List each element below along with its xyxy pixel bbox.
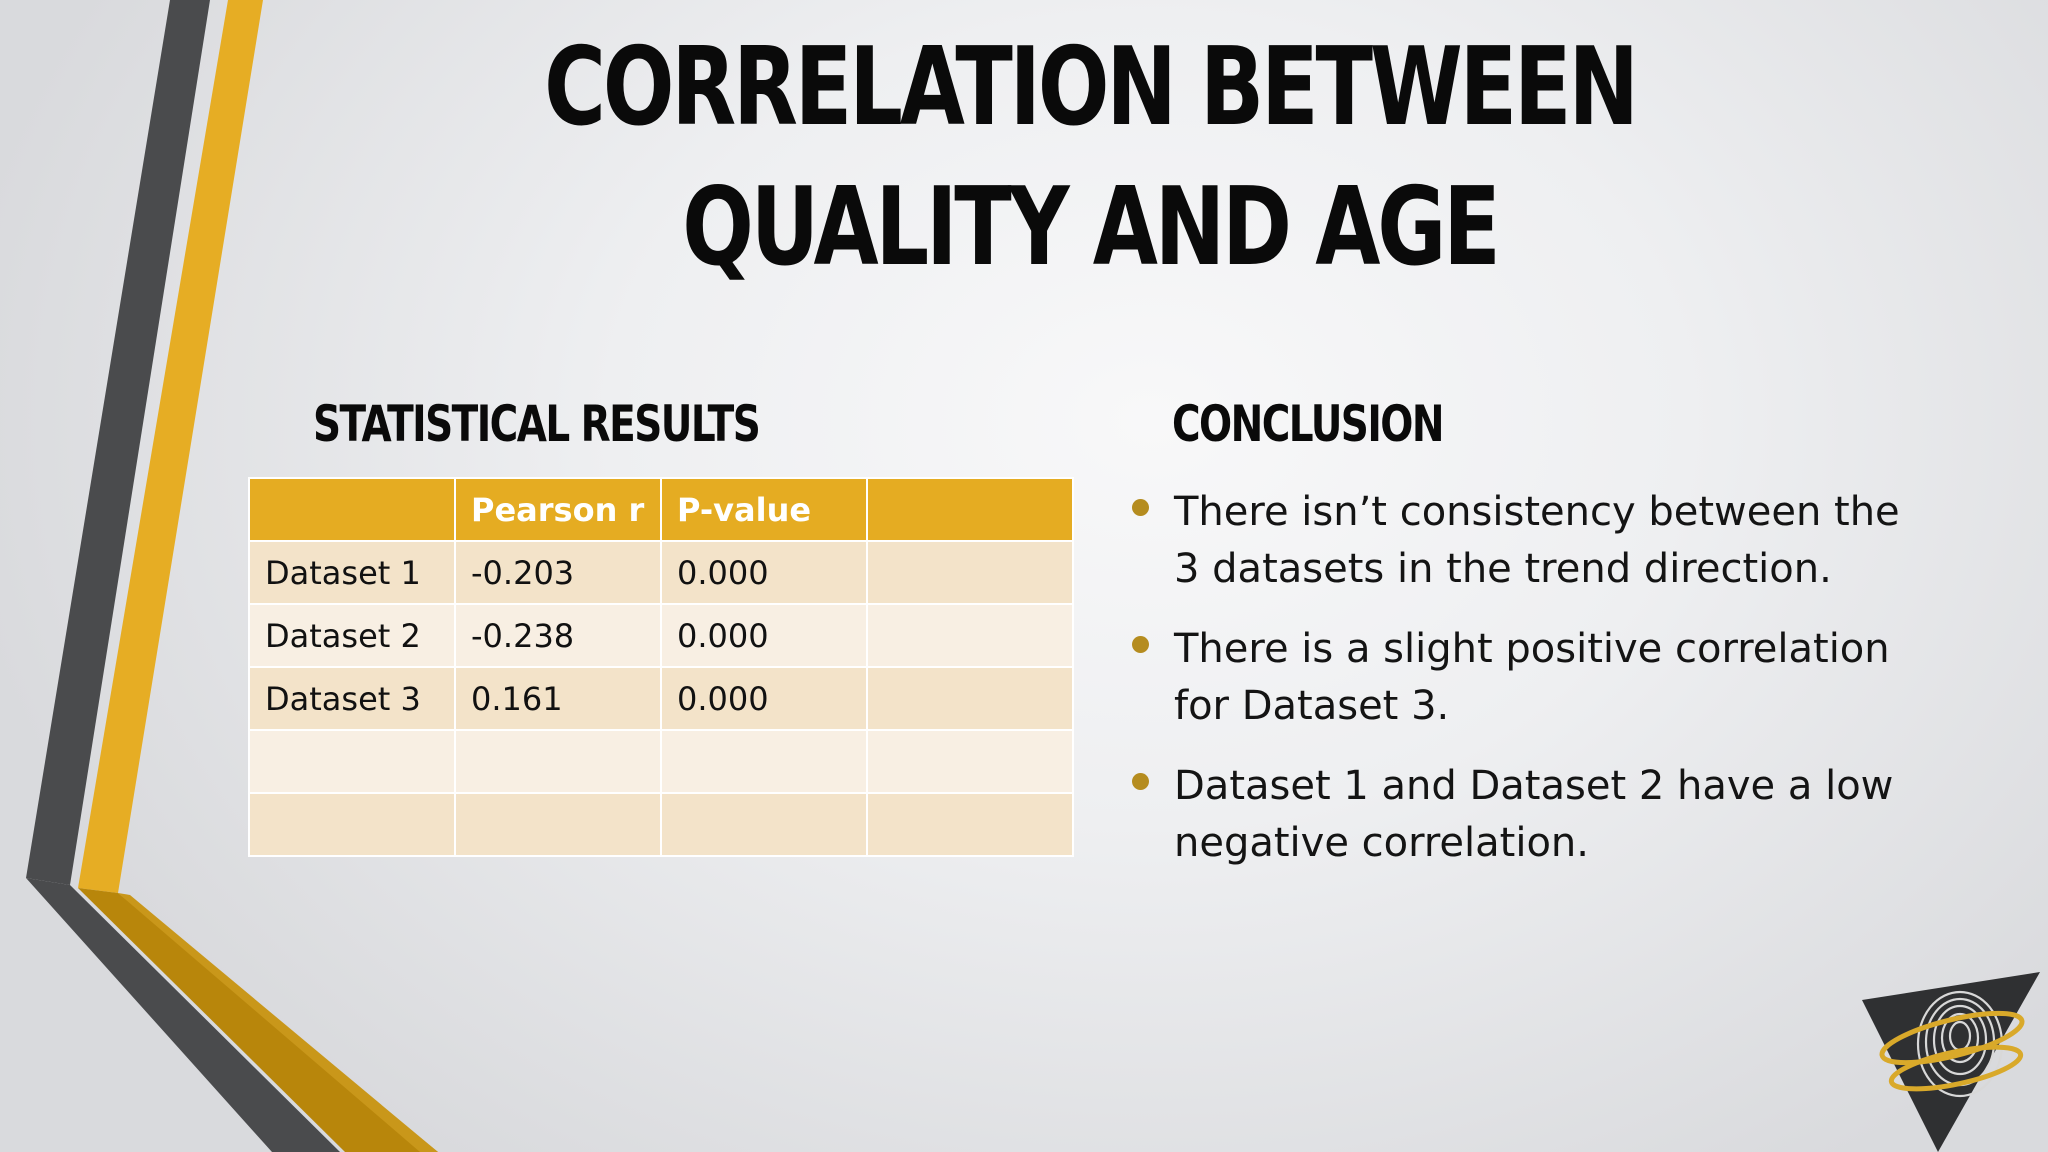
table-cell — [454, 792, 662, 857]
table-header-cell — [248, 477, 456, 542]
conclusion-text: There is a slight positive correlation f… — [1174, 626, 1890, 729]
table-cell: -0.238 — [454, 603, 662, 668]
table-cell — [454, 729, 662, 794]
table-header-pvalue: P-value — [660, 477, 868, 542]
slide-title: CORRELATION BETWEEN QUALITY AND AGE — [544, 25, 1639, 290]
list-item: There isn’t consistency between the 3 da… — [1128, 484, 1928, 598]
table-cell: 0.000 — [660, 540, 868, 605]
table-cell — [866, 666, 1074, 731]
table-header-row: Pearson r P-value — [248, 477, 1074, 542]
table-cell — [866, 540, 1074, 605]
table-header-cell — [866, 477, 1074, 542]
table-header-pearson: Pearson r — [454, 477, 662, 542]
table-row: Dataset 1 -0.203 0.000 — [248, 540, 1074, 605]
table-cell — [660, 792, 868, 857]
table-cell: -0.203 — [454, 540, 662, 605]
table-cell — [660, 729, 868, 794]
bullet-dot-icon — [1132, 499, 1149, 516]
table-cell: Dataset 3 — [248, 666, 456, 731]
list-item: Dataset 1 and Dataset 2 have a low negat… — [1128, 758, 1928, 872]
table-row — [248, 792, 1074, 857]
bullet-dot-icon — [1132, 773, 1149, 790]
table-cell: Dataset 2 — [248, 603, 456, 668]
conclusion-text: Dataset 1 and Dataset 2 have a low negat… — [1174, 763, 1894, 866]
table-cell — [248, 729, 456, 794]
conclusion-text: There isn’t consistency between the 3 da… — [1174, 489, 1900, 592]
gold-rings-icon — [1879, 1010, 2025, 1092]
table-row — [248, 729, 1074, 794]
list-item: There is a slight positive correlation f… — [1128, 621, 1928, 735]
statistics-table: Pearson r P-value Dataset 1 -0.203 0.000… — [248, 477, 1074, 857]
table-cell: 0.000 — [660, 603, 868, 668]
table-cell: Dataset 1 — [248, 540, 456, 605]
table-cell — [866, 603, 1074, 668]
statistical-results-heading: STATISTICAL RESULTS — [313, 395, 761, 453]
conclusion-list: There isn’t consistency between the 3 da… — [1128, 484, 1928, 895]
conclusion-heading: CONCLUSION — [1172, 395, 1445, 453]
table-cell: 0.000 — [660, 666, 868, 731]
gray-stripe-vertical — [26, 0, 210, 885]
table-cell: 0.161 — [454, 666, 662, 731]
gray-stripe-diagonal — [26, 878, 340, 1152]
fingerprint-triangle-logo-icon — [1862, 972, 2040, 1152]
table-cell — [866, 729, 1074, 794]
bullet-dot-icon — [1132, 636, 1149, 653]
table-row: Dataset 3 0.161 0.000 — [248, 666, 1074, 731]
table-cell — [248, 792, 456, 857]
table-cell — [866, 792, 1074, 857]
table-row: Dataset 2 -0.238 0.000 — [248, 603, 1074, 668]
gold-stripe-vertical — [78, 0, 263, 893]
